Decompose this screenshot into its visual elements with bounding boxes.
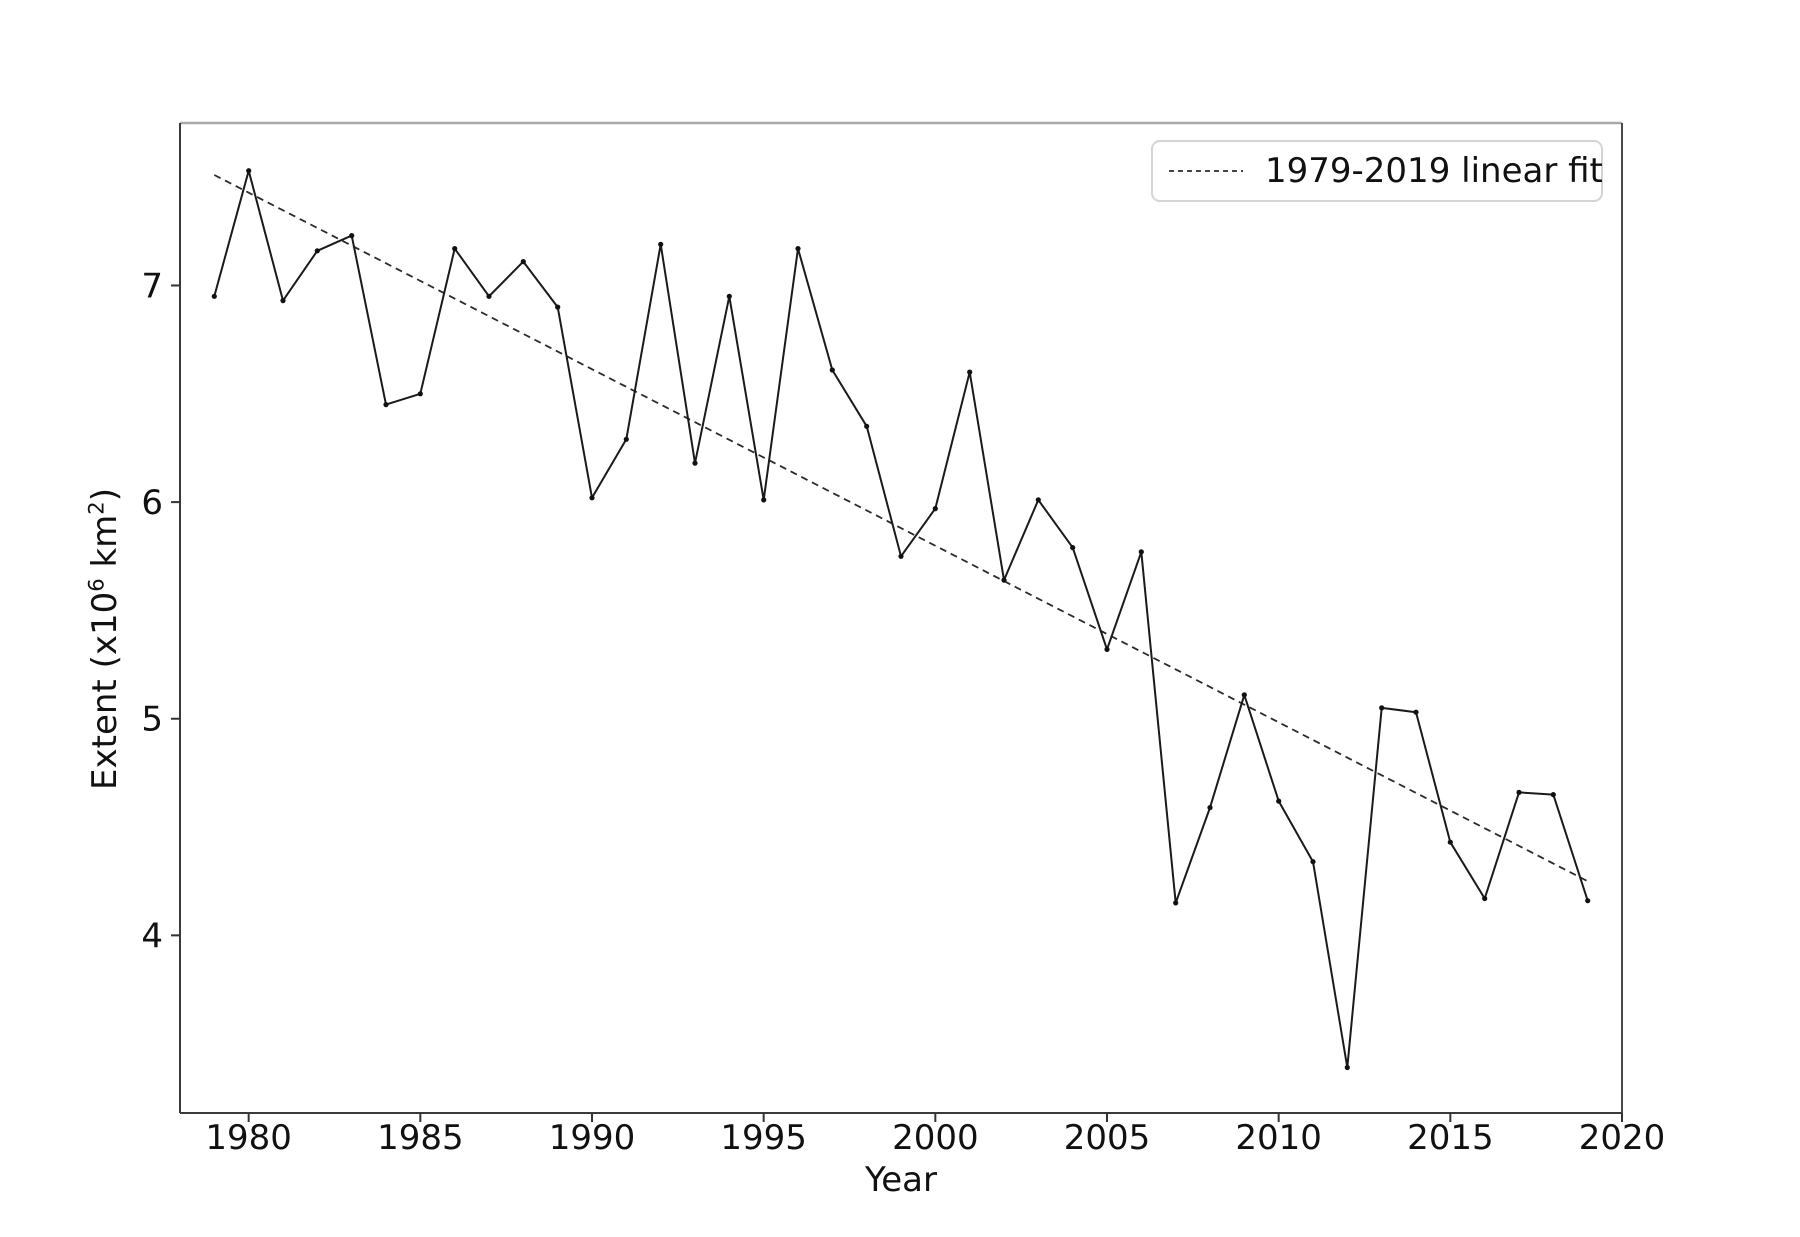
data-point (555, 304, 561, 310)
data-point (1035, 497, 1041, 503)
data-point (761, 497, 767, 503)
data-point (1241, 692, 1247, 698)
data-point (1550, 792, 1556, 798)
data-point (1310, 859, 1316, 865)
y-axis-label: Extent (x106 km2) (79, 429, 131, 849)
data-point (1344, 1064, 1350, 1071)
y-axis-ticks: 4 5 6 7 (141, 266, 180, 956)
data-point (589, 495, 595, 501)
y-tick-label: 6 (141, 483, 163, 523)
data-point (211, 293, 217, 299)
data-point (829, 367, 835, 373)
legend: 1979-2019 linear fit (1151, 140, 1603, 202)
x-axis-ticks: 1980 1985 1990 1995 2000 2005 2010 2015 2020 (205, 1113, 1665, 1158)
data-point (795, 246, 801, 252)
data-point (967, 369, 973, 375)
x-axis-label: Year (865, 1160, 937, 1200)
data-point (246, 168, 252, 174)
data-point (1138, 549, 1144, 555)
data-point (1276, 798, 1282, 804)
x-tick-label: 1980 (205, 1118, 292, 1158)
data-point (1001, 577, 1007, 583)
legend-label: 1979-2019 linear fit (1265, 151, 1603, 191)
x-tick-label: 2005 (1064, 1118, 1151, 1158)
data-point (349, 233, 355, 239)
data-point (692, 460, 698, 466)
data-point (1104, 646, 1110, 653)
trend-line (213, 174, 1589, 883)
y-axis-label-unit-exponent: 2 (83, 501, 109, 515)
data-point (623, 436, 629, 442)
data-point (280, 298, 286, 304)
y-axis-label-text: Extent (x10 (85, 591, 125, 790)
legend-dashed-line-sample (1169, 170, 1243, 172)
y-tick-label: 7 (141, 266, 163, 306)
data-point (314, 248, 320, 254)
data-point (1413, 709, 1419, 715)
data-point (1482, 895, 1488, 902)
x-tick-label: 1985 (377, 1118, 464, 1158)
y-axis-label-exponent: 6 (83, 578, 109, 592)
data-line (213, 169, 1589, 1069)
data-point (1379, 705, 1385, 711)
trend-line-group (213, 174, 1589, 883)
data-point (898, 553, 904, 559)
data-point (520, 259, 526, 265)
data-point (1585, 898, 1591, 904)
data-point (1070, 545, 1076, 551)
data-point (658, 241, 664, 247)
data-point (932, 506, 938, 512)
data-point (1173, 900, 1179, 906)
data-point (726, 293, 732, 299)
x-tick-label: 2020 (1579, 1118, 1666, 1158)
y-axis-label-close: ) (85, 488, 125, 502)
x-tick-label: 2010 (1235, 1118, 1322, 1158)
x-tick-label: 2015 (1407, 1118, 1494, 1158)
x-tick-label: 1990 (549, 1118, 636, 1158)
data-point (486, 293, 492, 299)
y-tick-label: 4 (141, 916, 163, 956)
data-series-group (211, 168, 1591, 1071)
x-tick-label: 1995 (720, 1118, 807, 1158)
data-point (417, 391, 423, 397)
data-point (383, 402, 389, 408)
y-axis-label-unit: km (85, 514, 125, 579)
y-tick-label: 5 (141, 700, 163, 740)
data-point (452, 246, 458, 252)
x-tick-label: 2000 (892, 1118, 979, 1158)
data-point (1207, 805, 1213, 811)
data-point (1447, 839, 1453, 845)
data-point (864, 423, 870, 429)
data-point (1516, 789, 1522, 796)
